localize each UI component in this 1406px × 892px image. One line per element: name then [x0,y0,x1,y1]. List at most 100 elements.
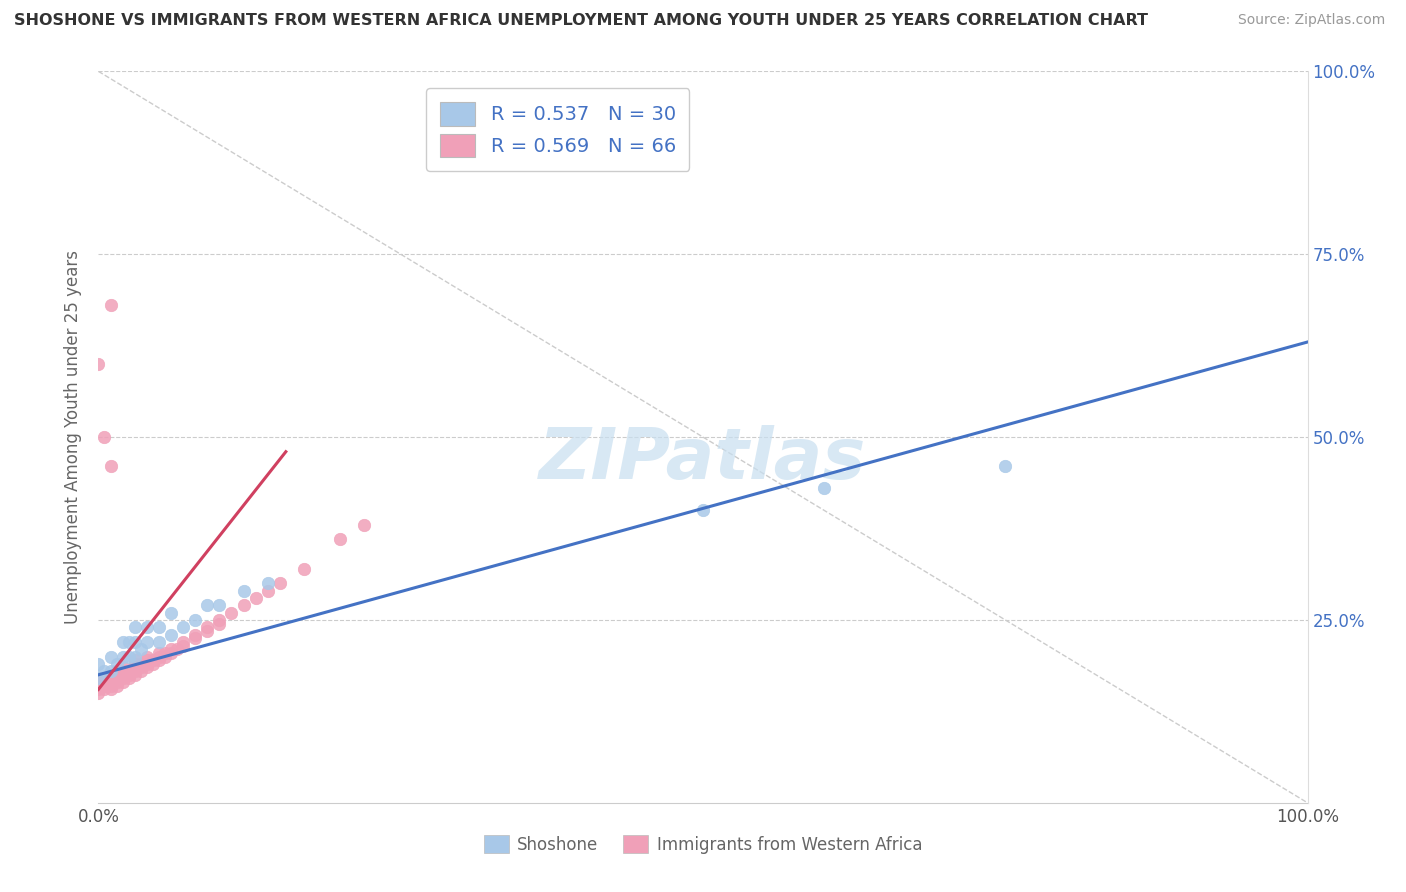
Point [135,657,157,671]
Point [172,635,194,649]
Point [195,599,218,613]
Point [426,101,449,115]
Point [93,679,115,693]
Point [129,642,152,657]
Point [111,672,134,686]
Point [148,635,170,649]
Point [118,664,141,678]
Point [105,679,128,693]
Point [256,583,278,598]
Point [208,616,231,631]
Point [124,635,146,649]
Point [221,606,243,620]
Point [129,657,152,671]
Point [142,657,165,671]
Legend: Shoshone, Immigrants from Western Africa: Shoshone, Immigrants from Western Africa [477,829,929,860]
Point [118,635,141,649]
Point [160,646,183,660]
Point [105,675,128,690]
Text: ZIPatlas: ZIPatlas [540,425,866,493]
Point [129,660,152,674]
Point [184,632,207,646]
Point [994,459,1017,474]
Point [232,599,254,613]
Point [124,664,146,678]
Point [87,672,110,686]
Point [184,627,207,641]
Point [100,679,122,693]
Point [195,624,218,638]
Point [160,642,183,657]
Point [232,583,254,598]
Point [160,627,183,641]
Point [111,667,134,681]
Point [256,576,278,591]
Point [118,667,141,681]
Point [353,517,375,532]
Point [87,357,110,371]
Point [172,620,194,634]
Point [124,667,146,681]
Point [124,620,146,634]
Point [148,646,170,660]
Point [111,660,134,674]
Point [100,675,122,690]
Point [160,606,183,620]
Point [124,649,146,664]
Point [135,653,157,667]
Point [105,657,128,671]
Point [153,646,176,660]
Point [100,664,122,678]
Point [269,576,291,591]
Point [93,430,115,444]
Point [208,613,231,627]
Point [87,682,110,697]
Point [87,679,110,693]
Point [124,653,146,667]
Point [208,599,231,613]
Point [166,642,188,657]
Point [93,672,115,686]
Point [100,459,122,474]
Point [87,686,110,700]
Point [111,635,134,649]
Point [135,660,157,674]
Point [195,620,218,634]
Point [142,653,165,667]
Point [245,591,267,605]
Point [111,675,134,690]
Point [184,613,207,627]
Point [329,533,352,547]
Point [93,664,115,678]
Point [135,635,157,649]
Point [87,657,110,671]
Point [129,664,152,678]
Point [93,675,115,690]
Point [153,649,176,664]
Point [100,298,122,312]
Point [100,672,122,686]
Point [135,620,157,634]
Point [87,675,110,690]
Point [692,503,714,517]
Y-axis label: Unemployment Among Youth under 25 years: Unemployment Among Youth under 25 years [65,250,83,624]
Point [105,672,128,686]
Point [124,660,146,674]
Point [813,481,835,495]
Point [148,649,170,664]
Text: SHOSHONE VS IMMIGRANTS FROM WESTERN AFRICA UNEMPLOYMENT AMONG YOUTH UNDER 25 YEA: SHOSHONE VS IMMIGRANTS FROM WESTERN AFRI… [14,13,1149,29]
Point [118,649,141,664]
Point [111,649,134,664]
Point [100,649,122,664]
Point [148,620,170,634]
Point [105,667,128,681]
Point [118,672,141,686]
Point [93,682,115,697]
Point [100,682,122,697]
Point [172,639,194,653]
Point [292,562,315,576]
Point [124,657,146,671]
Text: Source: ZipAtlas.com: Source: ZipAtlas.com [1237,13,1385,28]
Point [111,664,134,678]
Point [135,649,157,664]
